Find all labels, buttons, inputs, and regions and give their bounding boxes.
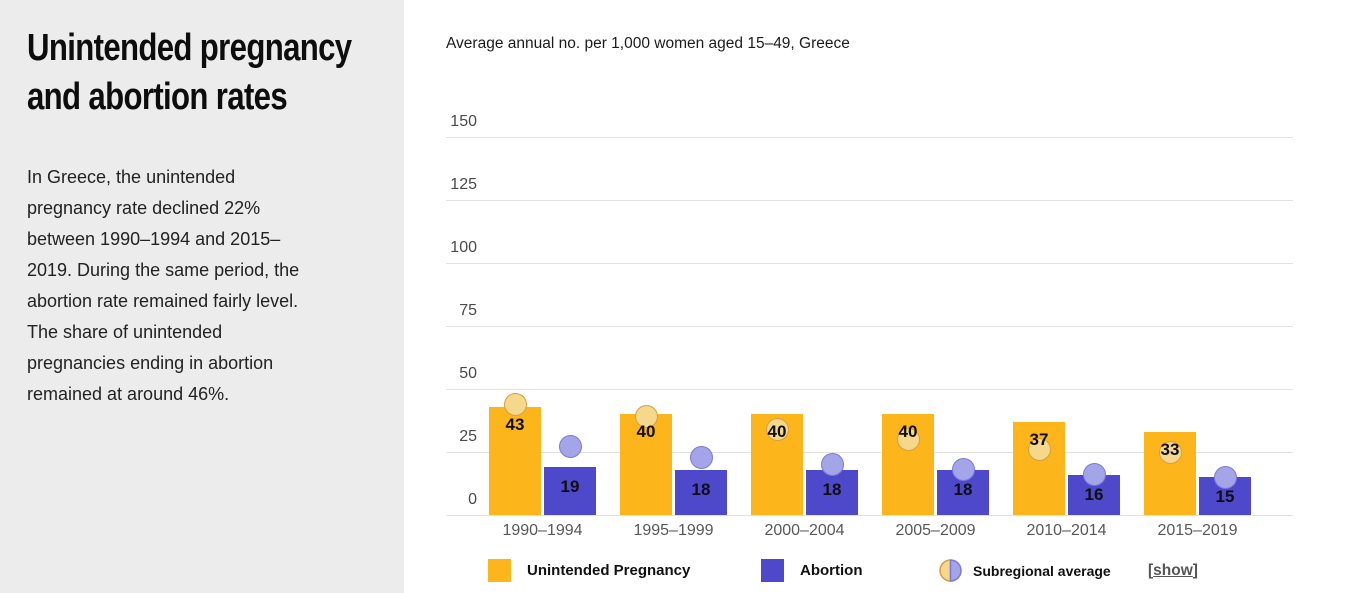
x-axis-label-1990–1994: 1990–1994 <box>502 522 583 539</box>
gridline-75 <box>446 326 1293 327</box>
y-axis-label-125: 125 <box>450 176 477 193</box>
gridline-125 <box>446 200 1293 201</box>
y-axis-label-0: 0 <box>468 491 477 508</box>
gridline-50 <box>446 389 1293 390</box>
bar-abortion-1995–1999[interactable] <box>675 469 727 515</box>
summary-text: In Greece, the unintended pregnancy rate… <box>27 167 300 404</box>
bar-abortion-1990–1994[interactable] <box>544 467 596 515</box>
subregional-average-marker-unintended-pregnancy-1990–1994[interactable] <box>503 392 527 416</box>
unintended-pregnancy-swatch-icon <box>488 559 511 582</box>
subregional-average-marker-abortion-2015–2019[interactable] <box>1213 465 1237 489</box>
bar-unintended-pregnancy-1990–1994[interactable] <box>489 406 541 515</box>
bar-value-label: 40 <box>767 422 787 442</box>
show-link-word: show <box>1153 562 1193 579</box>
subregional-average-marker-abortion-2010–2014[interactable] <box>1082 463 1106 487</box>
sidebar: Unintended pregnancy and abortion rates … <box>0 0 404 593</box>
page-title: Unintended pregnancy and abortion rates <box>27 27 352 118</box>
bar-value-label: 19 <box>560 477 580 497</box>
gridline-100 <box>446 263 1293 264</box>
y-axis-label-75: 75 <box>459 302 477 319</box>
subregional-average-marker-unintended-pregnancy-2010–2014[interactable] <box>1027 437 1051 461</box>
subregional-average-marker-abortion-2005–2009[interactable] <box>951 458 975 482</box>
legend-label-abortion: Abortion <box>800 562 863 579</box>
legend-item-unintended-pregnancy: Unintended Pregnancy <box>488 559 690 582</box>
x-axis-label-2010–2014: 2010–2014 <box>1026 522 1107 539</box>
gridline-25 <box>446 452 1293 453</box>
bar-value-label: 40 <box>636 422 656 442</box>
y-axis-label-100: 100 <box>450 239 477 256</box>
bar-value-label: 33 <box>1160 439 1180 459</box>
chart-subtitle: Average annual no. per 1,000 women aged … <box>446 35 850 52</box>
bar-value-label: 16 <box>1084 484 1104 504</box>
bar-value-label: 40 <box>898 422 918 442</box>
show-subregional-average-link[interactable]: [show] <box>1148 562 1198 580</box>
show-link-bracket-close: ] <box>1192 562 1198 579</box>
x-axis-label-1995–1999: 1995–1999 <box>633 522 714 539</box>
subregional-average-marker-abortion-2000–2004[interactable] <box>820 453 844 477</box>
x-axis-label-2000–2004: 2000–2004 <box>764 522 845 539</box>
y-axis-label-50: 50 <box>459 365 477 382</box>
subregional-average-marker-unintended-pregnancy-2015–2019[interactable] <box>1158 440 1182 464</box>
bar-value-label: 43 <box>505 414 525 434</box>
subregional-average-icon <box>939 559 962 582</box>
legend-item-subregional-average: Subregional average <box>939 559 1111 582</box>
legend-label-subregional-average: Subregional average <box>973 562 1111 579</box>
y-axis-label-25: 25 <box>459 428 477 445</box>
bar-value-label: 37 <box>1029 429 1049 449</box>
subregional-average-marker-unintended-pregnancy-2005–2009[interactable] <box>896 427 920 451</box>
subregional-average-marker-unintended-pregnancy-2000–2004[interactable] <box>765 417 789 441</box>
x-axis-label-2005–2009: 2005–2009 <box>895 522 976 539</box>
legend-label-unintended-pregnancy: Unintended Pregnancy <box>527 562 691 579</box>
subregional-average-marker-abortion-1990–1994[interactable] <box>558 435 582 459</box>
subregional-average-marker-unintended-pregnancy-1995–1999[interactable] <box>634 405 658 429</box>
gridline-0 <box>446 515 1293 516</box>
bar-value-label: 18 <box>822 479 842 499</box>
bar-value-label: 18 <box>691 479 711 499</box>
gridline-150 <box>446 137 1293 138</box>
bar-value-label: 15 <box>1215 487 1235 507</box>
y-axis-label-150: 150 <box>450 113 477 130</box>
x-axis-label-2015–2019: 2015–2019 <box>1157 522 1238 539</box>
bar-value-label: 18 <box>953 479 973 499</box>
bar-abortion-2000–2004[interactable] <box>806 469 858 515</box>
legend-item-abortion: Abortion <box>761 559 862 582</box>
bar-unintended-pregnancy-2010–2014[interactable] <box>1013 421 1065 515</box>
show-link-bracket-open: [ <box>1148 562 1154 579</box>
bar-unintended-pregnancy-1995–1999[interactable] <box>620 414 672 515</box>
subregional-average-marker-abortion-1995–1999[interactable] <box>689 445 713 469</box>
abortion-swatch-icon <box>761 559 784 582</box>
